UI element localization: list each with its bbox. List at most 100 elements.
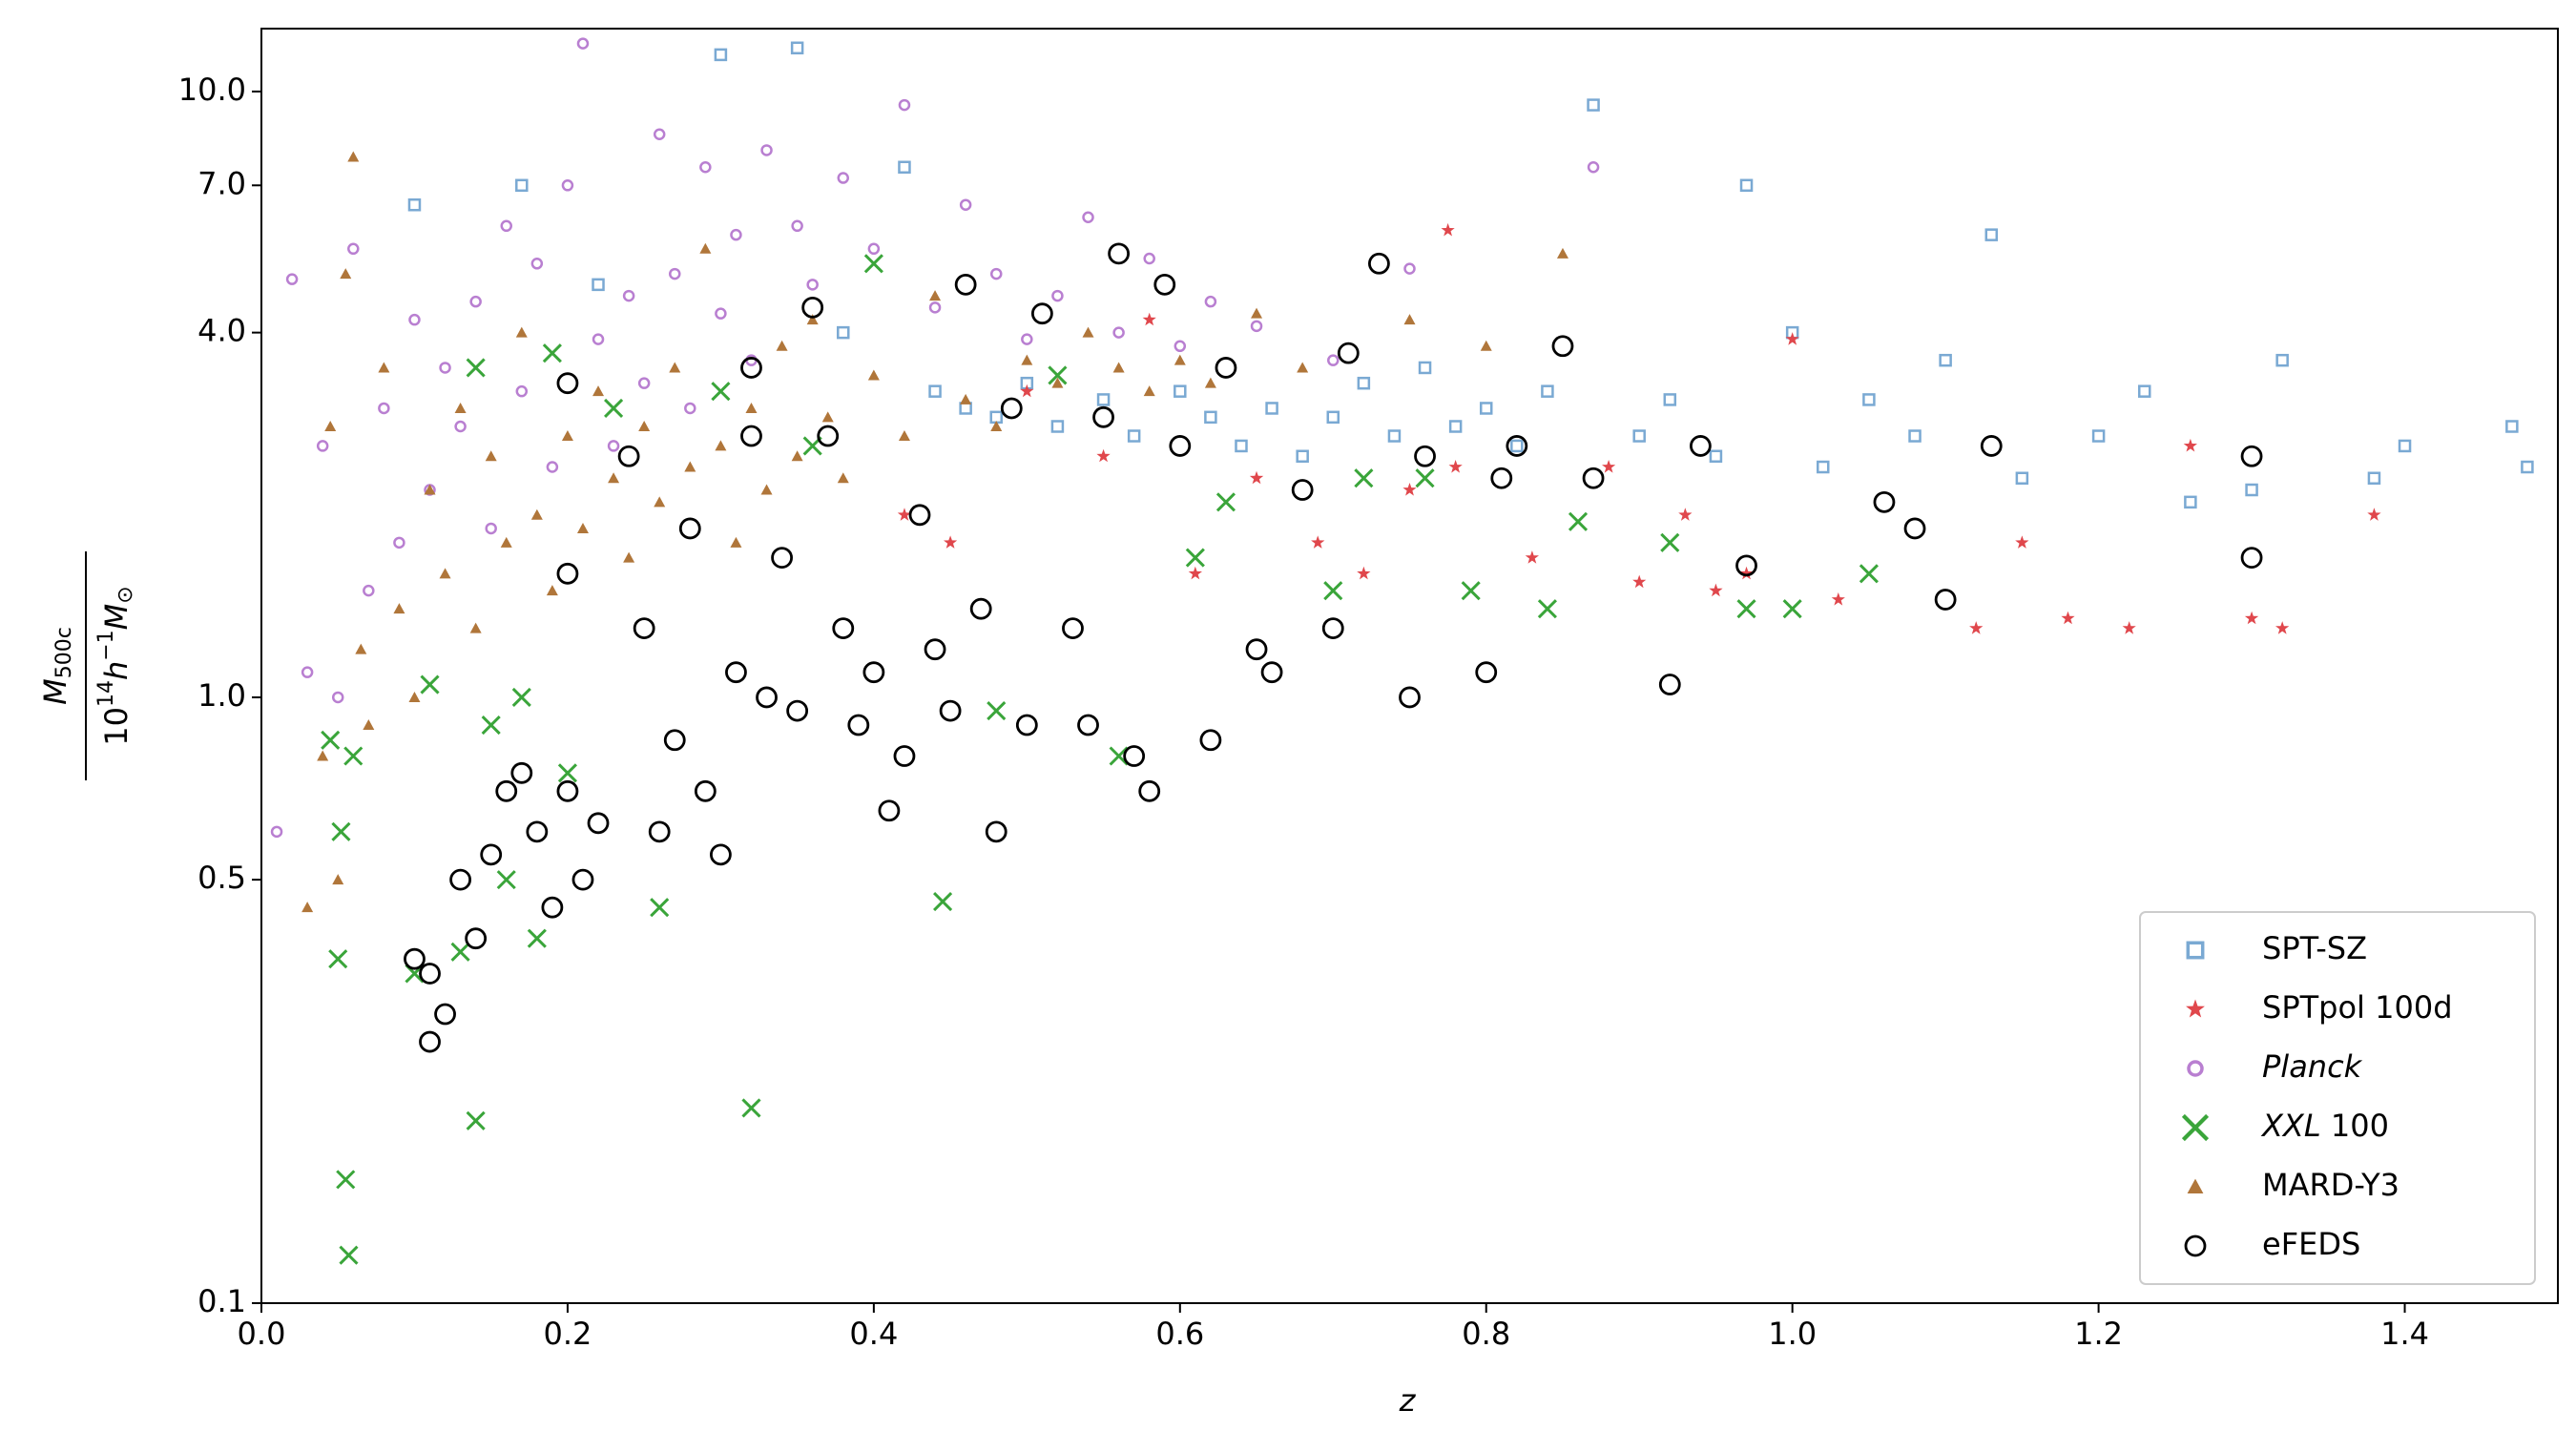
marker-circle — [862, 661, 885, 684]
marker-circle — [786, 699, 809, 722]
marker-triangle — [638, 420, 651, 431]
y-label-part: ⊙ — [114, 586, 137, 603]
marker-x — [328, 949, 348, 969]
marker-circle — [1138, 779, 1161, 802]
marker-circle — [587, 812, 610, 835]
marker-circle — [515, 384, 529, 398]
marker-circle — [617, 445, 640, 467]
marker-circle — [530, 258, 544, 270]
marker-x — [650, 898, 670, 918]
marker-triangle — [791, 450, 803, 462]
marker-x — [339, 1245, 359, 1265]
marker-triangle — [990, 420, 1003, 431]
marker-triangle — [867, 369, 880, 381]
marker-circle — [1587, 161, 1600, 174]
marker-x — [1736, 599, 1756, 619]
marker-square — [1387, 429, 1402, 443]
marker-x — [1660, 532, 1680, 552]
marker-square — [959, 402, 972, 415]
marker-square — [2367, 471, 2381, 485]
marker-circle — [928, 301, 942, 314]
marker-triangle — [684, 461, 696, 472]
marker-circle — [331, 691, 344, 704]
marker-triangle — [332, 874, 344, 885]
y-label-part: 14 — [94, 680, 118, 707]
marker-circle — [878, 799, 901, 822]
marker-triangle — [1556, 247, 1568, 259]
y-label-part: 500c — [52, 627, 76, 678]
marker-circle — [715, 307, 727, 320]
marker-square — [790, 41, 804, 55]
y-label-part: M — [98, 604, 135, 631]
marker-circle — [730, 228, 742, 241]
marker-square — [1096, 393, 1111, 406]
y-label-numerator: M500c — [37, 627, 76, 705]
marker-circle — [556, 372, 579, 395]
marker-square — [1235, 439, 1248, 453]
marker-x — [1354, 468, 1374, 488]
marker-square — [1908, 429, 1922, 443]
marker-star — [1020, 384, 1034, 398]
y-tick-label: 0.5 — [197, 860, 246, 896]
marker-circle — [285, 273, 299, 285]
marker-circle — [740, 357, 762, 379]
marker-square — [1479, 402, 1493, 415]
marker-triangle — [324, 420, 337, 431]
marker-circle — [1112, 326, 1125, 339]
marker-circle — [867, 242, 881, 256]
marker-triangle — [806, 314, 819, 325]
marker-triangle — [1403, 314, 1416, 325]
marker-x — [450, 942, 470, 962]
marker-x — [511, 687, 531, 708]
marker-x — [1185, 548, 1205, 568]
marker-circle — [1934, 589, 1957, 611]
marker-square — [592, 278, 605, 292]
marker-square — [837, 325, 850, 340]
marker-circle — [669, 267, 681, 280]
marker-circle — [756, 686, 778, 709]
marker-circle — [485, 522, 497, 535]
marker-circle — [469, 295, 482, 308]
marker-star — [2061, 611, 2075, 625]
marker-circle — [817, 425, 840, 447]
marker-triangle — [485, 450, 497, 462]
marker-circle — [663, 729, 686, 752]
legend-label: SPT-SZ — [2262, 930, 2367, 966]
marker-square — [1127, 429, 1141, 443]
marker-circle — [576, 37, 590, 50]
marker-triangle — [530, 508, 543, 520]
marker-triangle — [1251, 307, 1263, 319]
marker-triangle — [317, 750, 329, 761]
marker-circle — [1414, 445, 1436, 467]
x-tick-label: 1.2 — [2074, 1316, 2123, 1352]
marker-triangle — [1051, 377, 1064, 388]
marker-triangle — [2187, 1178, 2204, 1193]
marker-x — [557, 763, 577, 783]
marker-triangle — [1082, 326, 1094, 338]
marker-triangle — [654, 496, 666, 508]
marker-circle — [1321, 617, 1344, 640]
marker-star — [1709, 583, 1723, 597]
marker-circle — [1153, 273, 1176, 296]
marker-star — [2275, 621, 2290, 634]
marker-circle — [270, 825, 283, 839]
marker-circle — [301, 666, 314, 678]
marker-circle — [1051, 289, 1064, 302]
y-label-denominator: 1014h−1M⊙ — [94, 586, 137, 745]
marker-triangle — [340, 268, 352, 280]
marker-circle — [1506, 435, 1528, 457]
marker-square — [1050, 420, 1065, 433]
marker-square — [1541, 384, 1554, 398]
x-tick-label: 1.4 — [2380, 1316, 2429, 1352]
marker-circle — [1030, 302, 1053, 325]
marker-circle — [316, 440, 329, 452]
marker-circle — [1169, 435, 1192, 457]
marker-circle — [908, 504, 931, 527]
marker-star — [2186, 999, 2205, 1018]
marker-x — [466, 1110, 486, 1130]
legend-marker — [2184, 1234, 2207, 1257]
marker-star — [1969, 621, 1984, 634]
marker-circle — [1082, 211, 1094, 224]
marker-triangle — [1480, 340, 1492, 351]
marker-triangle — [699, 242, 712, 254]
